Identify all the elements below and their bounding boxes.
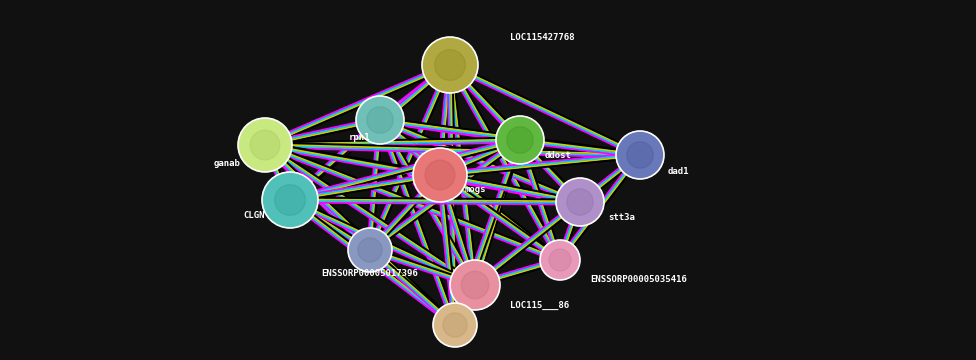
Circle shape	[616, 131, 664, 179]
Text: mogs: mogs	[465, 185, 486, 194]
Text: rpn1: rpn1	[348, 134, 370, 143]
Circle shape	[450, 260, 500, 310]
Circle shape	[507, 127, 533, 153]
Circle shape	[556, 178, 604, 226]
Text: LOC115___86: LOC115___86	[510, 301, 569, 310]
Text: ENSSORP00005035416: ENSSORP00005035416	[590, 275, 687, 284]
Circle shape	[567, 189, 593, 215]
Text: ddost: ddost	[545, 152, 572, 161]
Circle shape	[443, 313, 468, 337]
Circle shape	[549, 249, 571, 271]
Circle shape	[496, 116, 544, 164]
Circle shape	[413, 148, 467, 202]
Circle shape	[462, 271, 489, 299]
Circle shape	[367, 107, 393, 133]
Text: LOC115427768: LOC115427768	[510, 33, 575, 42]
Circle shape	[250, 130, 280, 160]
Circle shape	[356, 96, 404, 144]
Text: stt3a: stt3a	[608, 212, 634, 221]
Circle shape	[540, 240, 580, 280]
Text: ganab: ganab	[213, 159, 240, 168]
Circle shape	[434, 50, 466, 80]
Circle shape	[433, 303, 477, 347]
Circle shape	[238, 118, 292, 172]
Circle shape	[422, 37, 478, 93]
Text: dad1: dad1	[668, 166, 689, 175]
Circle shape	[358, 238, 382, 262]
Text: ENSSORP00005017396: ENSSORP00005017396	[322, 270, 419, 279]
Circle shape	[627, 142, 653, 168]
Circle shape	[262, 172, 318, 228]
Circle shape	[348, 228, 392, 272]
Text: CLGN: CLGN	[243, 211, 265, 220]
Circle shape	[426, 160, 455, 190]
Circle shape	[274, 185, 305, 215]
